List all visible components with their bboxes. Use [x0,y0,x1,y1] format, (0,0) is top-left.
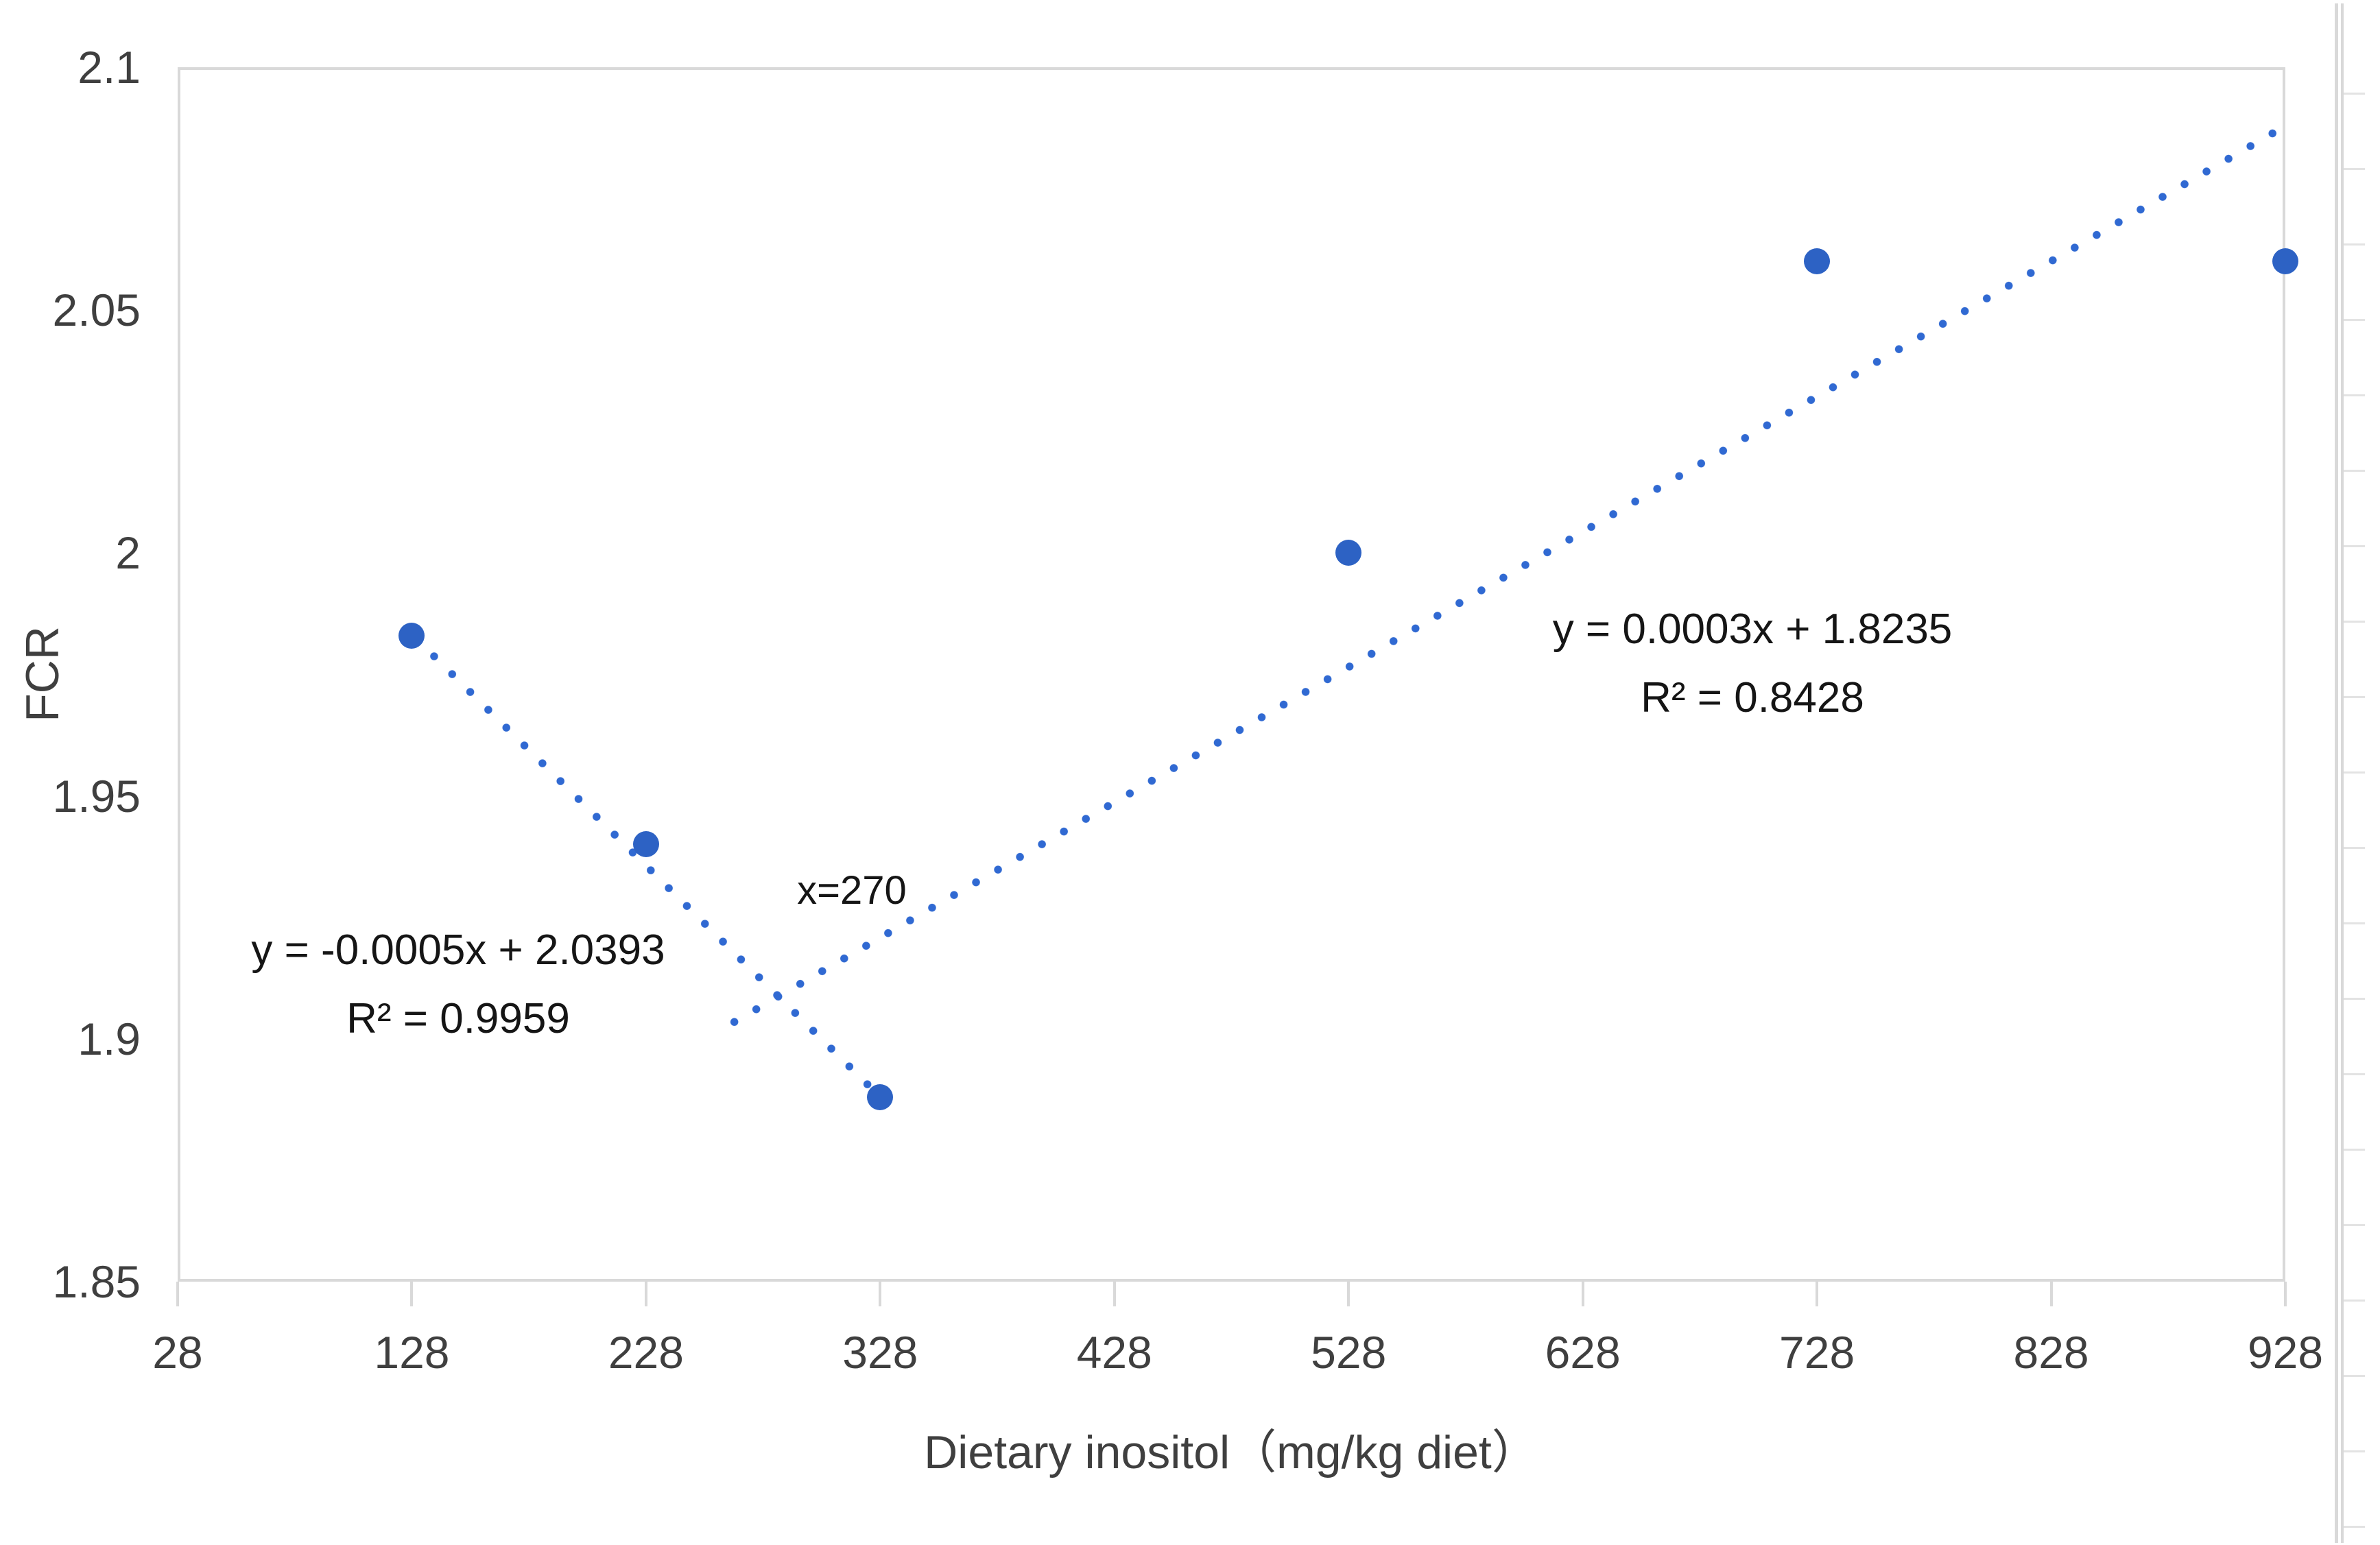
x-axis-tick-label: 428 [1076,1327,1152,1378]
spreadsheet-gridline [2335,3,2338,1543]
spreadsheet-row-tick [2344,319,2365,321]
spreadsheet-row-tick [2344,922,2365,924]
spreadsheet-gridline [2341,3,2344,1543]
spreadsheet-row-tick [2344,1450,2365,1452]
spreadsheet-row-tick [2344,545,2365,547]
trendline-r-squared: R² = 0.8428 [1641,674,1864,721]
x-axis-tick [879,1282,882,1306]
spreadsheet-row-tick [2344,847,2365,849]
data-point [1804,248,1831,275]
spreadsheet-row-tick [2344,621,2365,623]
trendline-annotation-ascending: y = 0.0003x + 1.8235 R² = 0.8428 [1553,595,1953,732]
spreadsheet-row-tick [2344,470,2365,472]
y-axis-tick-label: 1.95 [52,770,141,822]
x-axis-tick-label: 528 [1311,1327,1387,1378]
x-axis-tick [1347,1282,1350,1306]
spreadsheet-row-tick [2344,394,2365,396]
x-axis-tick [176,1282,179,1306]
x-axis-tick-label: 228 [608,1327,684,1378]
spreadsheet-row-tick [2344,998,2365,1000]
data-point [632,831,659,858]
x-axis-tick-label: 128 [374,1327,450,1378]
spreadsheet-row-tick [2344,1073,2365,1075]
data-point [1335,540,1362,566]
x-axis-tick-label: 328 [842,1327,918,1378]
spreadsheet-row-tick [2344,1300,2365,1302]
spreadsheet-row-tick [2344,93,2365,95]
y-axis-tick-label: 2.05 [52,285,141,336]
x-axis-tick [644,1282,647,1306]
spreadsheet-row-tick [2344,696,2365,698]
x-axis-tick-label: 728 [1779,1327,1855,1378]
data-point [398,622,425,649]
x-axis-tick-label: 828 [2013,1327,2089,1378]
trendline-equation: y = 0.0003x + 1.8235 [1552,606,1953,653]
plot-area-border [178,67,2285,1282]
spreadsheet-row-tick [2344,168,2365,170]
x-axis-tick [2284,1282,2287,1306]
x-axis-tick [1581,1282,1584,1306]
trendline-equation: y = -0.0005x + 2.0393 [251,926,665,974]
spreadsheet-row-tick [2344,1375,2365,1377]
spreadsheet-row-tick [2344,243,2365,245]
x-axis-tick [2049,1282,2053,1306]
y-axis-tick-label: 2 [115,527,141,579]
spreadsheet-row-tick [2344,1224,2365,1226]
y-axis-tick-label: 2.1 [78,42,141,93]
trendline-r-squared: R² = 0.9959 [346,995,570,1042]
spreadsheet-row-tick [2344,1149,2365,1151]
crossing-annotation: x=270 [797,868,907,913]
y-axis-tick-label: 1.9 [78,1013,141,1064]
x-axis-tick-label: 628 [1545,1327,1621,1378]
trendline-annotation-descending: y = -0.0005x + 2.0393 R² = 0.9959 [251,916,665,1053]
x-axis-tick-label: 928 [2247,1327,2324,1378]
x-axis-tick [1816,1282,1819,1306]
data-point [867,1083,894,1110]
y-axis-tick-label: 1.85 [52,1256,141,1307]
x-axis-tick [410,1282,414,1306]
data-point [2272,248,2298,275]
x-axis-tick [1112,1282,1116,1306]
x-axis-tick-label: 28 [152,1327,203,1378]
spreadsheet-row-tick [2344,1526,2365,1528]
x-axis-title: Dietary inositol（mg/kg diet） [924,1426,1538,1478]
y-axis-title: FCR [16,626,69,722]
spreadsheet-row-tick [2344,771,2365,774]
